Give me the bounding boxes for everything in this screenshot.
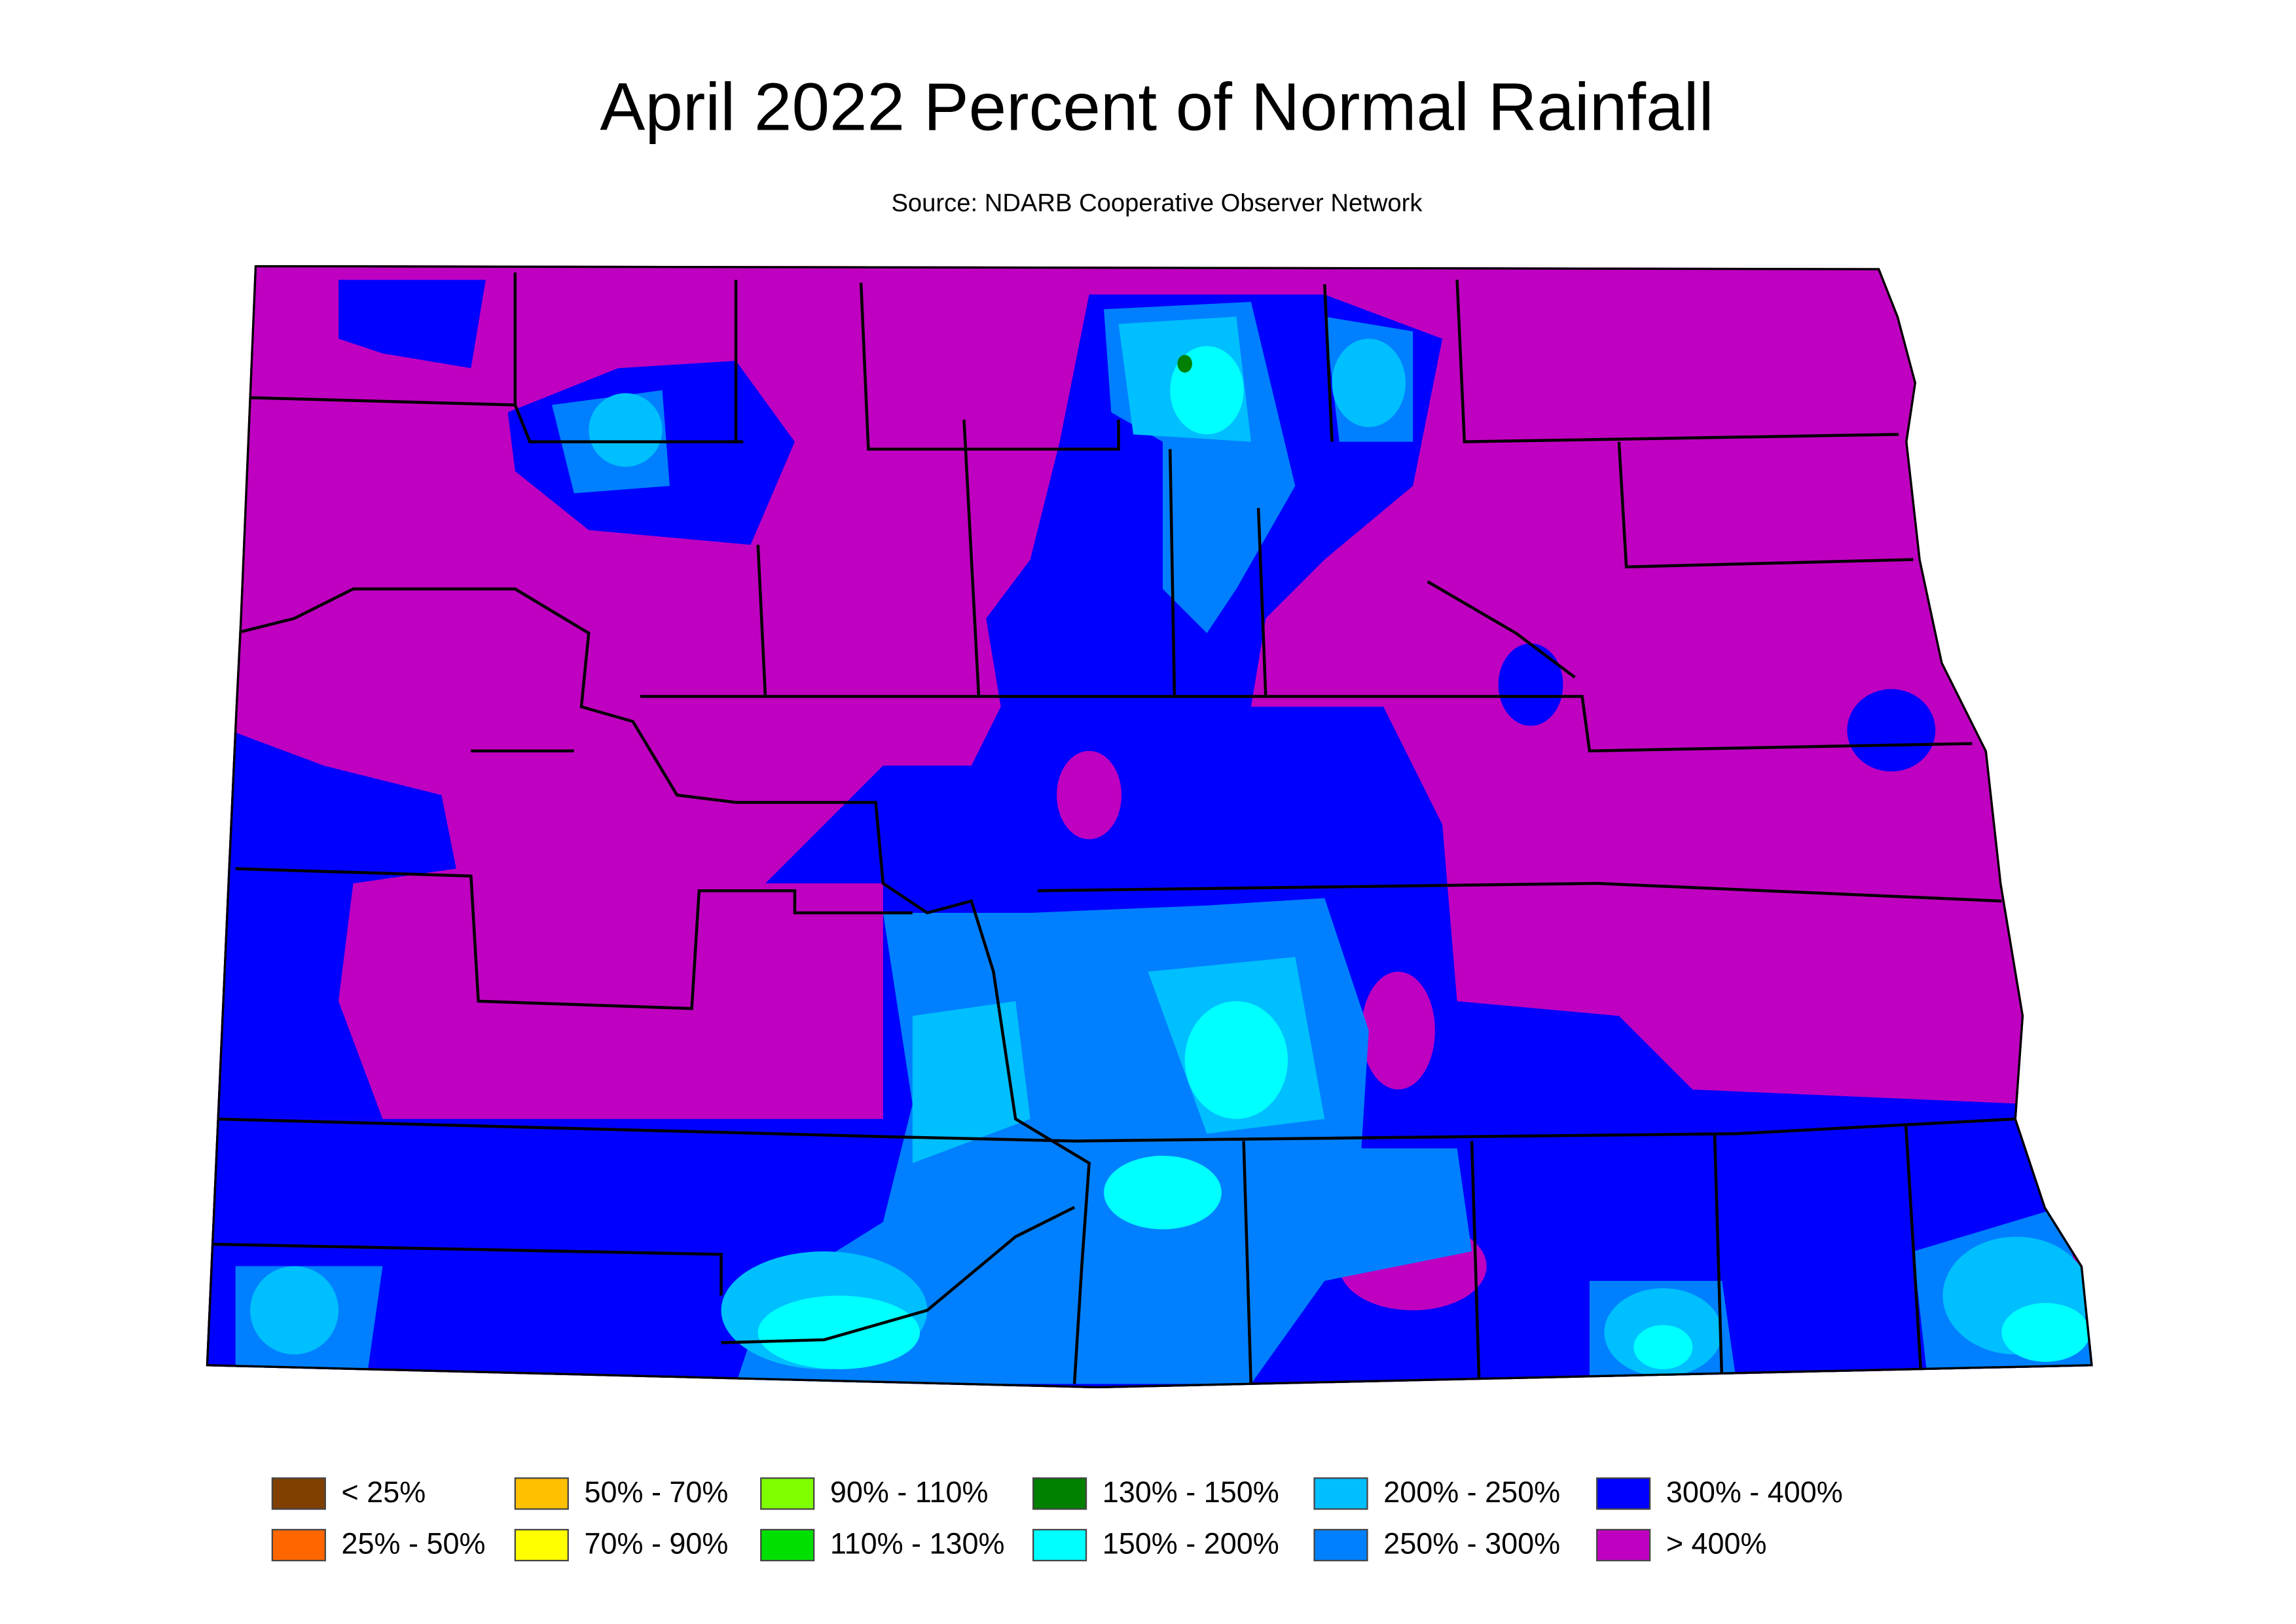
legend-label: > 400% bbox=[1666, 1527, 1767, 1560]
legend-label: 130% - 150% bbox=[1102, 1475, 1279, 1509]
legend-swatch bbox=[760, 1528, 815, 1562]
legend-swatch bbox=[514, 1477, 569, 1510]
legend-label: 200% - 250% bbox=[1383, 1475, 1560, 1509]
legend-label: 90% - 110% bbox=[830, 1475, 989, 1509]
legend-swatch bbox=[514, 1528, 569, 1562]
legend-item: 110% - 130% bbox=[760, 1527, 1005, 1562]
map-subtitle: Source: NDARB Cooperative Observer Netwo… bbox=[891, 189, 1423, 217]
legend-item: 300% - 400% bbox=[1596, 1475, 1843, 1510]
legend-item: 50% - 70% bbox=[514, 1475, 728, 1510]
legend: < 25% 25% - 50% 50% - 70% 70% - 90% 90% - 11… bbox=[271, 1475, 1843, 1562]
legend-label: < 25% bbox=[342, 1475, 426, 1509]
legend-item: 200% - 250% bbox=[1313, 1475, 1560, 1510]
legend-swatch bbox=[1596, 1477, 1651, 1510]
legend-label: 70% - 90% bbox=[584, 1527, 728, 1560]
map-title: April 2022 Percent of Normal Rainfall bbox=[600, 68, 1713, 144]
legend-swatch bbox=[271, 1477, 326, 1510]
legend-item: 70% - 90% bbox=[514, 1527, 728, 1562]
legend-label: 25% - 50% bbox=[342, 1527, 486, 1560]
legend-label: 300% - 400% bbox=[1666, 1475, 1843, 1509]
legend-swatch bbox=[1032, 1477, 1087, 1510]
legend-swatch bbox=[760, 1477, 815, 1510]
rainfall-map bbox=[206, 265, 2093, 1389]
legend-item: 150% - 200% bbox=[1032, 1527, 1279, 1562]
legend-swatch bbox=[1596, 1528, 1651, 1562]
legend-item: 25% - 50% bbox=[271, 1527, 486, 1562]
legend-swatch bbox=[1313, 1477, 1368, 1510]
legend-item: 90% - 110% bbox=[760, 1475, 989, 1510]
legend-item: 250% - 300% bbox=[1313, 1527, 1560, 1562]
legend-swatch bbox=[1032, 1528, 1087, 1562]
legend-item: < 25% bbox=[271, 1475, 426, 1510]
legend-label: 250% - 300% bbox=[1383, 1527, 1560, 1560]
legend-swatch bbox=[271, 1528, 326, 1562]
legend-label: 50% - 70% bbox=[584, 1475, 728, 1509]
legend-label: 110% - 130% bbox=[830, 1527, 1005, 1560]
legend-swatch bbox=[1313, 1528, 1368, 1562]
legend-item: 130% - 150% bbox=[1032, 1475, 1279, 1510]
legend-label: 150% - 200% bbox=[1102, 1527, 1279, 1560]
legend-item: > 400% bbox=[1596, 1527, 1767, 1562]
